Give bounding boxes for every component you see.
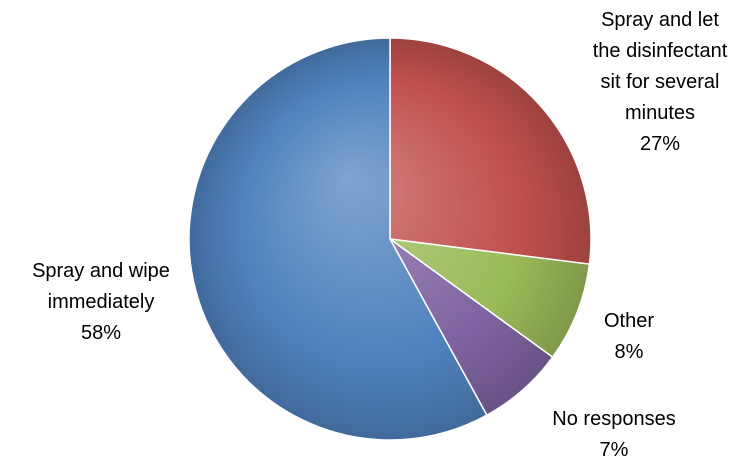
pie-value-label-2: 7% bbox=[600, 439, 629, 461]
pie-slices bbox=[188, 37, 592, 441]
pie-slice-3 bbox=[188, 37, 488, 441]
pie-value-label-1: 8% bbox=[615, 341, 644, 363]
pie-category-label-0: minutes bbox=[625, 102, 695, 124]
pie-category-label-2: No responses bbox=[552, 408, 675, 430]
pie-label-1: Other 8% bbox=[604, 310, 654, 363]
pie-category-label-0: sit for several bbox=[601, 71, 720, 93]
pie-value-label-3: 58% bbox=[81, 322, 121, 344]
pie-slice-1 bbox=[389, 238, 591, 359]
pie-label-0: Spray and let the disinfectant sit for sev… bbox=[593, 9, 728, 155]
pie-category-label-0: the disinfectant bbox=[593, 40, 728, 62]
pie-category-label-1: Other bbox=[604, 310, 654, 332]
pie-category-label-3: Spray and wipe bbox=[32, 260, 170, 282]
pie-label-3: Spray and wipe immediately 58% bbox=[32, 260, 170, 344]
pie-category-label-0: Spray and let bbox=[601, 9, 719, 31]
pie-labels: Spray and let the disinfectant sit for sev… bbox=[32, 9, 728, 461]
pie-label-2: No responses 7% bbox=[552, 408, 675, 461]
pie-slice-0 bbox=[389, 37, 592, 266]
pie-value-label-0: 27% bbox=[640, 133, 680, 155]
pie-category-label-3: immediately bbox=[48, 291, 155, 313]
